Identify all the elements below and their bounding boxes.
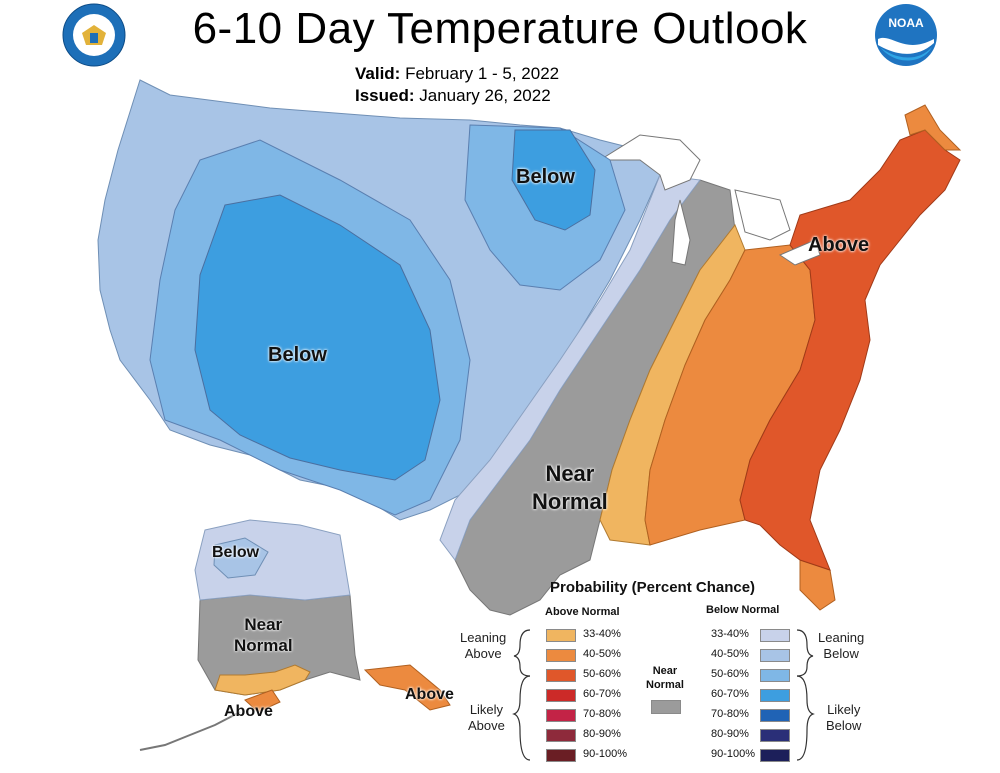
above-swatch-50-60	[546, 669, 576, 682]
ak-near-normal-label: Near Normal	[234, 615, 293, 655]
below-range-label: 50-60%	[711, 668, 749, 680]
below-range-label: 90-100%	[711, 748, 756, 760]
legend-title: Probability (Percent Chance)	[550, 579, 756, 596]
above-range-label: 50-60%	[583, 668, 621, 680]
ak-above-south-label: Above	[224, 703, 273, 720]
alaska-above-40-50-region	[244, 664, 451, 713]
above-swatch-70-80	[546, 709, 576, 722]
above-range-label: 80-90%	[583, 728, 621, 740]
below-swatch-50-60	[760, 669, 790, 682]
likely-above-label: Likely Above	[468, 702, 505, 733]
maine-above-40-50-region	[904, 104, 962, 151]
leaning-above-label: Leaning Above	[460, 630, 507, 661]
above-range-label: 70-80%	[583, 708, 621, 720]
outlook-dates: Valid: February 1 - 5, 2022 Issued: Janu…	[355, 63, 559, 107]
legend-near-header: Near Normal	[646, 665, 684, 691]
above-range-label: 90-100%	[583, 748, 628, 760]
below-range-label: 60-70%	[711, 688, 749, 700]
valid-label: Valid:	[355, 64, 401, 83]
above-east-label: Above	[808, 234, 870, 256]
near-normal-label: Near Normal	[532, 461, 608, 514]
issued-label: Issued:	[355, 86, 415, 105]
above-swatch-40-50	[546, 649, 576, 662]
page-title: 6-10 Day Temperature Outlook	[192, 4, 808, 53]
ak-above-panhandle-label: Above	[405, 686, 454, 703]
alaska-below-40-50-region	[213, 537, 269, 579]
valid-dates: February 1 - 5, 2022	[405, 64, 560, 83]
below-range-label: 33-40%	[711, 628, 749, 640]
below-swatch-33-40	[760, 629, 790, 642]
above-range-label: 40-50%	[583, 648, 621, 660]
great-lakes	[598, 134, 821, 266]
below-swatch-60-70	[760, 689, 790, 702]
legend-near-normal-swatch	[651, 700, 681, 714]
above-swatch-33-40	[546, 629, 576, 642]
doc-seal-icon	[62, 3, 126, 67]
above-range-label: 33-40%	[583, 628, 621, 640]
below-north-label: Below	[516, 166, 575, 188]
above-range-label: 60-70%	[583, 688, 621, 700]
conus-below-60-70-north	[511, 129, 596, 231]
below-swatch-40-50	[760, 649, 790, 662]
above-swatch-80-90	[546, 729, 576, 742]
alaska-aleutians	[139, 711, 241, 751]
below-range-label: 80-90%	[711, 728, 749, 740]
below-swatch-90-100	[760, 749, 790, 762]
above-swatch-60-70	[546, 689, 576, 702]
below-swatch-80-90	[760, 729, 790, 742]
below-swatch-70-80	[760, 709, 790, 722]
conus-below-60-70-west	[194, 194, 441, 481]
issued-date: January 26, 2022	[419, 86, 551, 105]
likely-below-label: Likely Below	[826, 702, 862, 733]
alaska-leaning-above-region	[214, 664, 311, 696]
conus-leaning-below-strip	[439, 174, 701, 562]
leaning-below-label: Leaning Below	[818, 630, 865, 661]
ak-below-label: Below	[212, 544, 260, 561]
legend-above-header: Above Normal	[545, 606, 620, 618]
svg-text:NOAA: NOAA	[888, 16, 924, 30]
below-west-label: Below	[268, 344, 327, 366]
above-swatch-90-100	[546, 749, 576, 762]
noaa-logo-icon: NOAA	[875, 4, 937, 66]
below-range-label: 40-50%	[711, 648, 749, 660]
below-range-label: 70-80%	[711, 708, 749, 720]
legend-below-header: Below Normal	[706, 604, 780, 616]
alaska-leaning-below-region	[194, 519, 351, 601]
